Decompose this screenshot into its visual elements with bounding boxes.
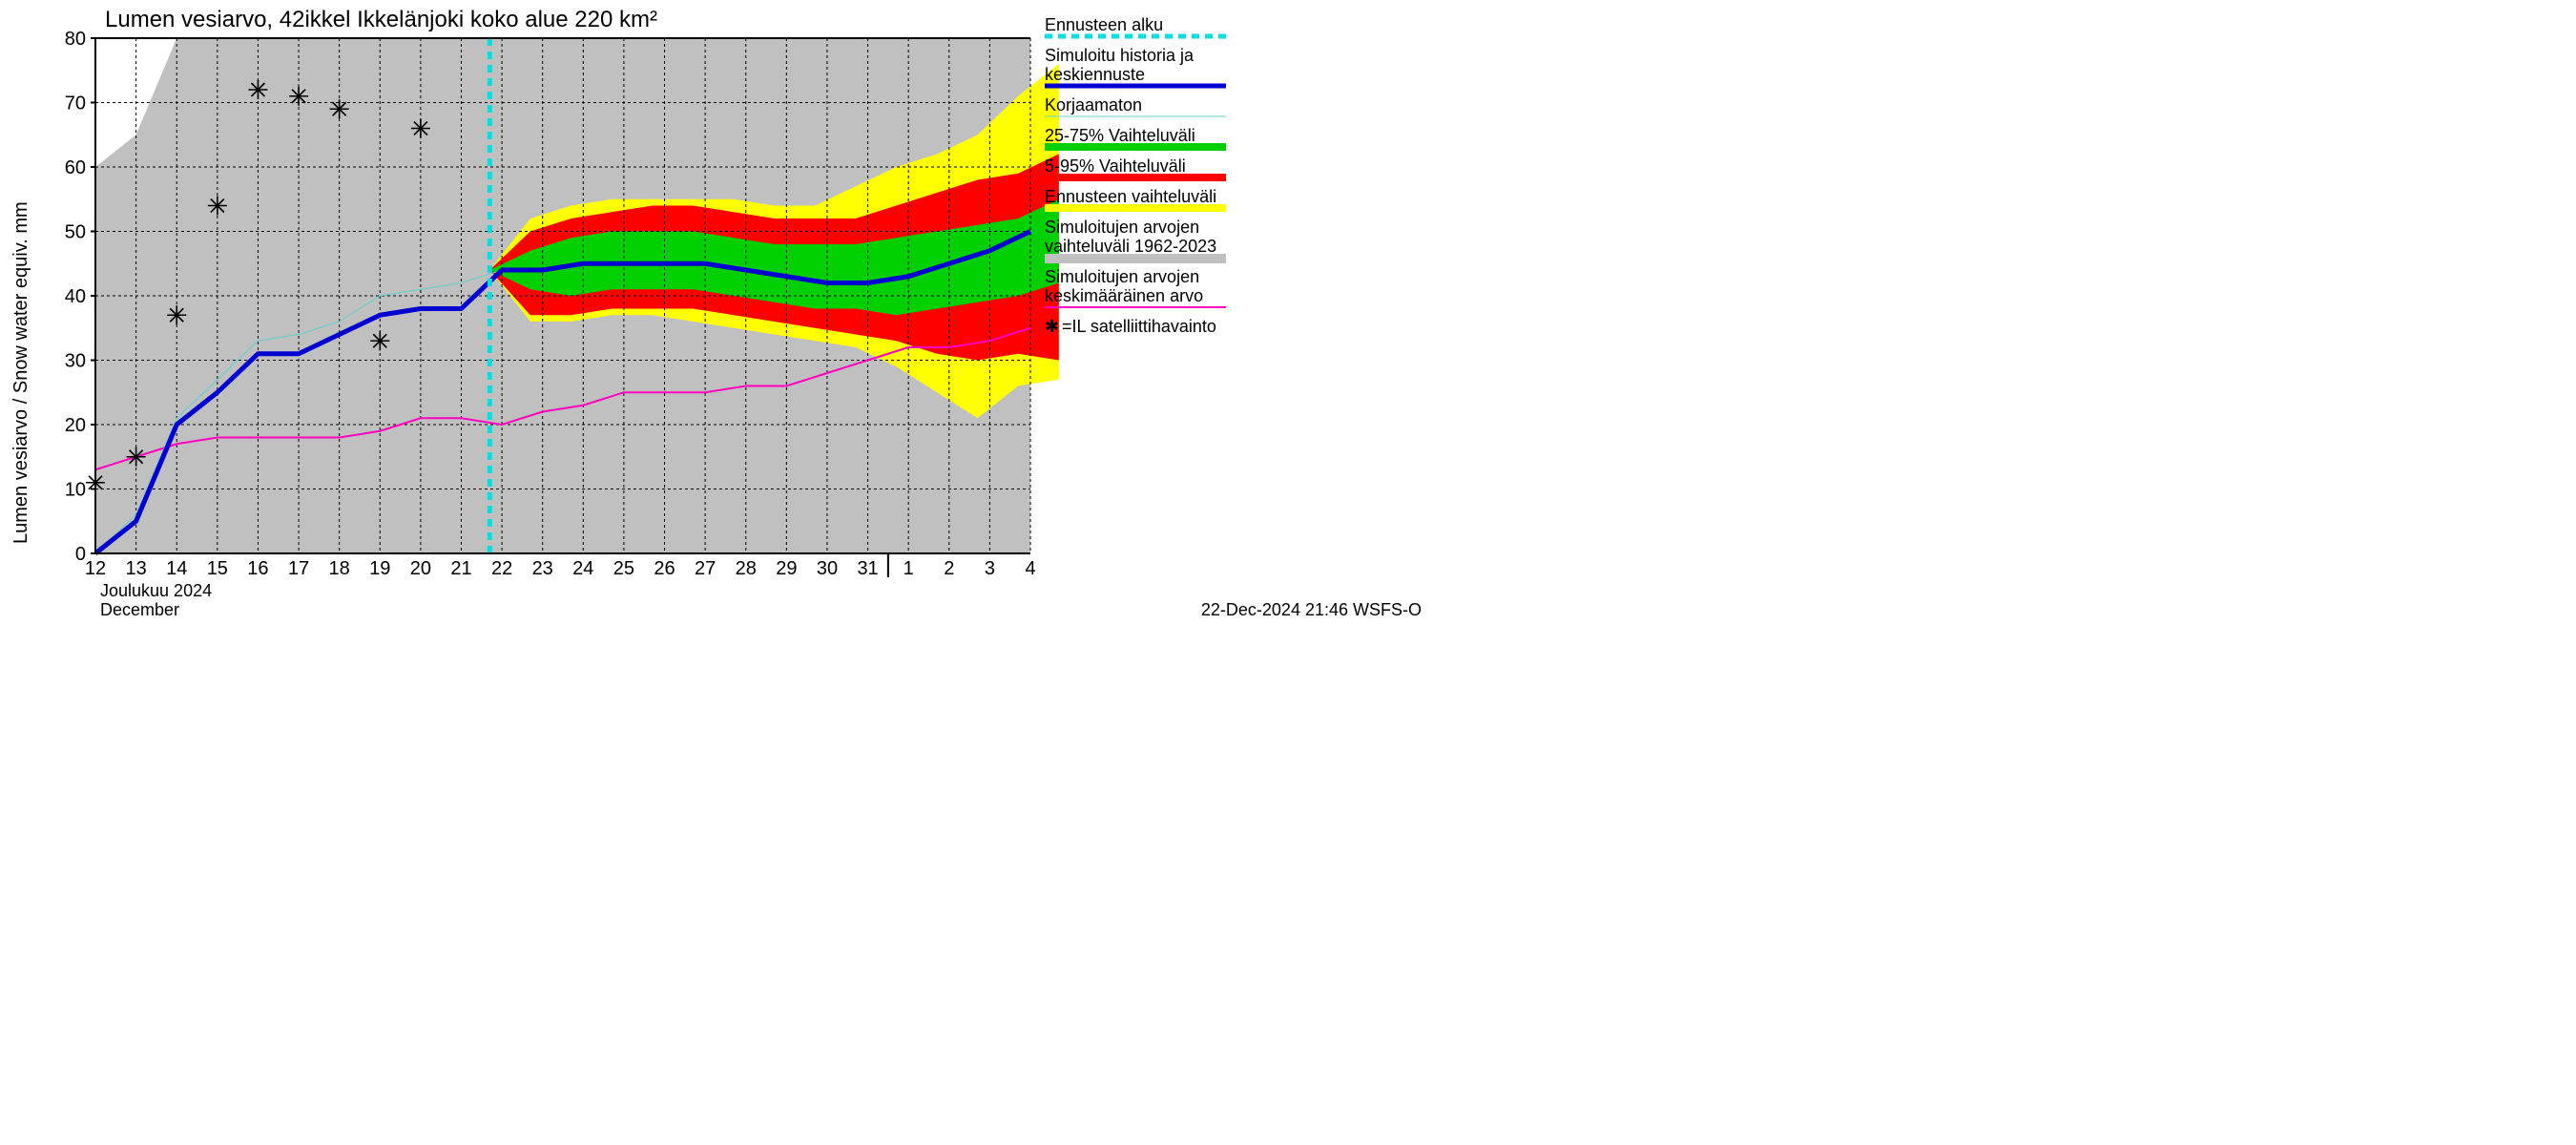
y-tick-label: 10 [65,480,86,501]
chart-title: Lumen vesiarvo, 42ikkel Ikkelänjoki koko… [105,7,657,32]
obs-marker [208,197,227,216]
y-tick-label: 20 [65,415,86,436]
legend-label: 25-75% Vaihteluväli [1045,126,1195,145]
x-tick-label: 25 [613,558,634,579]
y-axis-label: Lumen vesiarvo / Snow water equiv. mm [10,201,31,544]
y-tick-label: 40 [65,286,86,307]
x-tick-label: 2 [944,558,954,579]
x-tick-label: 24 [572,558,593,579]
month-label-en: December [100,600,179,619]
month-label-fi: Joulukuu 2024 [100,581,212,600]
y-tick-label: 80 [65,29,86,50]
x-tick-label: 16 [247,558,268,579]
x-tick-label: 4 [1025,558,1035,579]
chart-svg: 0102030405060708012131415161718192021222… [0,0,1431,636]
x-tick-label: 22 [491,558,512,579]
x-tick-label: 23 [532,558,553,579]
x-tick-label: 30 [817,558,838,579]
timestamp: 22-Dec-2024 21:46 WSFS-O [1201,600,1422,619]
x-tick-label: 31 [857,558,878,579]
legend-label: Simuloitu historia ja [1045,46,1195,65]
obs-marker [248,80,267,99]
legend-label: Simuloitujen arvojen [1045,267,1199,286]
x-tick-label: 15 [207,558,228,579]
legend-label: =IL satelliittihavainto [1062,317,1216,336]
legend-label: Simuloitujen arvojen [1045,218,1199,237]
y-tick-label: 70 [65,94,86,114]
x-tick-label: 28 [736,558,757,579]
legend-label: keskimääräinen arvo [1045,286,1203,305]
y-tick-label: 60 [65,157,86,178]
x-tick-label: 13 [125,558,146,579]
legend-label: Ennusteen alku [1045,15,1163,34]
obs-marker [330,99,349,118]
y-tick-label: 50 [65,222,86,243]
x-tick-label: 1 [904,558,914,579]
legend-marker-icon: ✱ [1045,317,1059,336]
legend-label: Ennusteen vaihteluväli [1045,187,1216,206]
x-tick-label: 27 [695,558,716,579]
x-tick-label: 12 [85,558,106,579]
legend-label: vaihteluväli 1962-2023 [1045,237,1216,256]
obs-marker [370,331,389,350]
legend-label: 5-95% Vaihteluväli [1045,156,1186,176]
legend-swatch [1045,254,1226,263]
legend-label: Korjaamaton [1045,95,1142,114]
x-tick-label: 14 [166,558,187,579]
legend-label: keskiennuste [1045,65,1145,84]
x-tick-label: 26 [654,558,675,579]
x-tick-label: 21 [450,558,471,579]
x-tick-label: 18 [329,558,350,579]
obs-marker [127,448,146,467]
x-tick-label: 19 [369,558,390,579]
obs-marker [411,119,430,138]
x-tick-label: 3 [985,558,995,579]
x-tick-label: 17 [288,558,309,579]
obs-marker [289,87,308,106]
obs-marker [167,305,186,324]
chart-container: 0102030405060708012131415161718192021222… [0,0,1431,636]
x-tick-label: 29 [776,558,797,579]
y-tick-label: 30 [65,351,86,372]
x-tick-label: 20 [410,558,431,579]
